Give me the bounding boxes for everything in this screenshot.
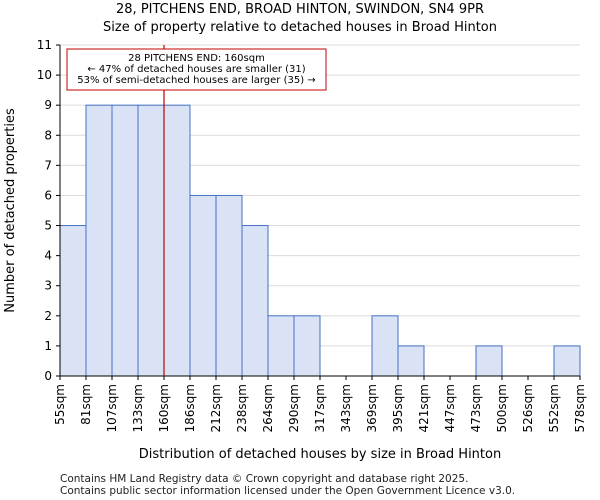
histogram-bar bbox=[397, 345, 425, 377]
x-tick-label: 447sqm bbox=[443, 384, 457, 432]
annotation-text: 28 PITCHENS END: 160sqm bbox=[128, 53, 265, 64]
y-tick-label: 6 bbox=[44, 188, 52, 202]
y-tick-label: 7 bbox=[44, 158, 52, 172]
x-tick-label: 290sqm bbox=[287, 384, 301, 432]
histogram-bar bbox=[241, 225, 269, 377]
y-tick-label: 4 bbox=[44, 249, 52, 263]
y-tick-label: 0 bbox=[44, 369, 52, 383]
x-tick-label: 107sqm bbox=[105, 384, 119, 432]
histogram-bar bbox=[163, 104, 191, 377]
y-tick-label: 9 bbox=[44, 98, 52, 112]
x-tick-label: 500sqm bbox=[495, 384, 509, 432]
histogram-bar bbox=[553, 345, 581, 377]
annotation-box bbox=[66, 48, 327, 91]
x-tick-label: 343sqm bbox=[339, 384, 353, 432]
x-tick-label: 317sqm bbox=[313, 384, 327, 432]
x-tick-label: 526sqm bbox=[521, 384, 535, 432]
y-axis-title: Number of detached properties bbox=[3, 108, 18, 313]
chart-subtitle: Size of property relative to detached ho… bbox=[103, 20, 497, 35]
histogram-bar bbox=[137, 104, 165, 377]
x-tick-label: 186sqm bbox=[183, 384, 197, 432]
y-tick-label: 8 bbox=[44, 128, 52, 142]
x-tick-label: 238sqm bbox=[235, 384, 249, 432]
y-tick-label: 1 bbox=[44, 339, 52, 353]
annotation-text: ← 47% of detached houses are smaller (31… bbox=[87, 64, 305, 75]
histogram-bar bbox=[475, 345, 503, 377]
annotation-text: 53% of semi-detached houses are larger (… bbox=[77, 75, 315, 86]
histogram-bar bbox=[189, 194, 217, 377]
x-tick-label: 395sqm bbox=[391, 384, 405, 432]
x-tick-label: 133sqm bbox=[131, 384, 145, 432]
histogram-bar bbox=[59, 225, 87, 377]
histogram-bar bbox=[111, 104, 139, 377]
y-tick-label: 2 bbox=[44, 309, 52, 323]
histogram-bar bbox=[267, 315, 295, 377]
x-tick-label: 160sqm bbox=[157, 384, 171, 432]
x-tick-label: 264sqm bbox=[261, 384, 275, 432]
histogram-bar bbox=[85, 104, 113, 377]
histogram-bar bbox=[371, 315, 399, 377]
footer-line-1: Contains HM Land Registry data © Crown c… bbox=[60, 473, 469, 485]
footer-line-2: Contains public sector information licen… bbox=[60, 485, 516, 497]
y-tick-label: 5 bbox=[44, 219, 52, 233]
histogram-bar bbox=[215, 194, 243, 377]
x-tick-label: 421sqm bbox=[417, 384, 431, 432]
x-tick-label: 81sqm bbox=[79, 384, 93, 425]
x-tick-label: 369sqm bbox=[365, 384, 379, 432]
x-tick-label: 473sqm bbox=[469, 384, 483, 432]
histogram-bar bbox=[293, 315, 321, 377]
x-tick-label: 212sqm bbox=[209, 384, 223, 432]
y-tick-label: 11 bbox=[37, 38, 52, 52]
y-tick-label: 10 bbox=[37, 68, 52, 82]
x-tick-label: 552sqm bbox=[547, 384, 561, 432]
x-tick-label: 55sqm bbox=[53, 384, 67, 425]
y-tick-label: 3 bbox=[44, 279, 52, 293]
x-tick-label: 578sqm bbox=[573, 384, 587, 432]
x-axis-title: Distribution of detached houses by size … bbox=[139, 447, 501, 462]
chart-title: 28, PITCHENS END, BROAD HINTON, SWINDON,… bbox=[116, 2, 484, 17]
